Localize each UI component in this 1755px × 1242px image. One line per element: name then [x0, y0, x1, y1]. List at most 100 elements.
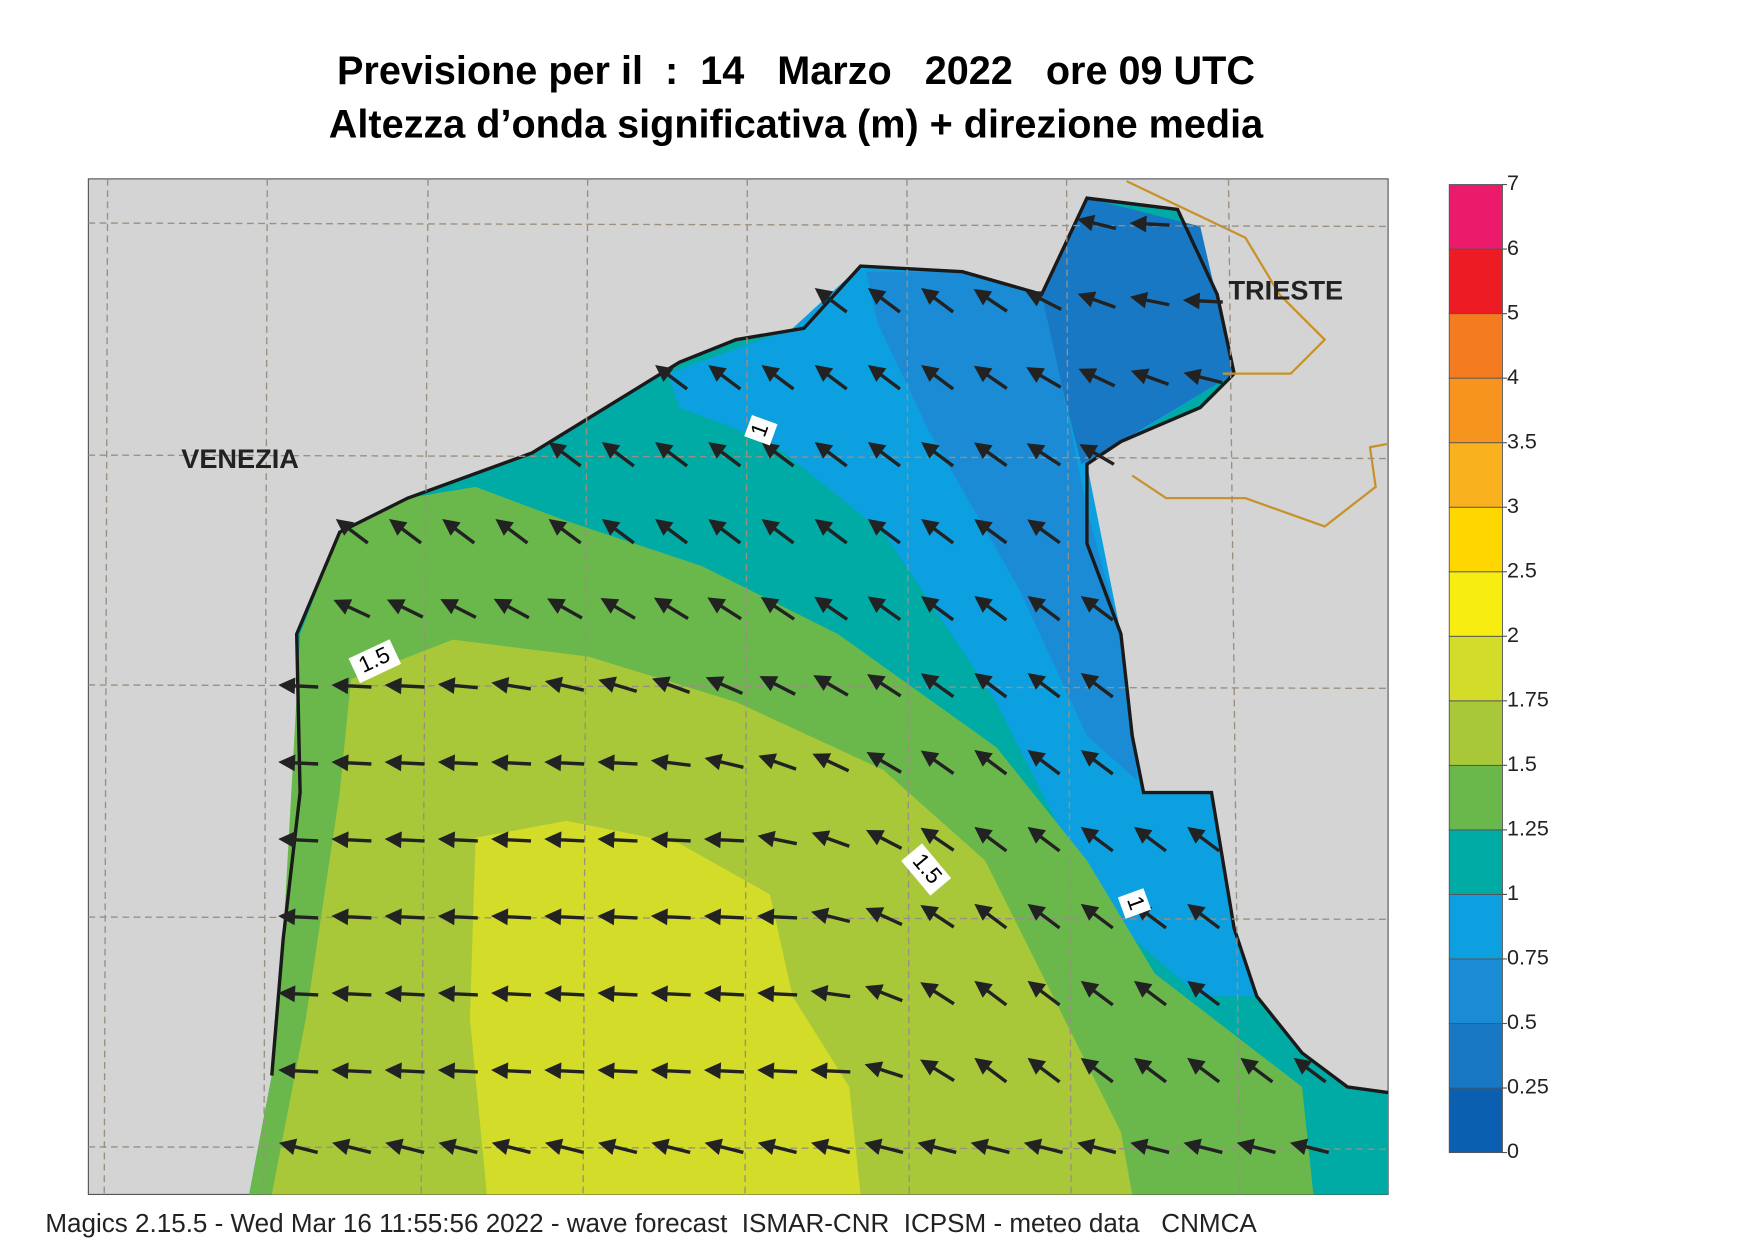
wave-arrow [386, 599, 424, 619]
wave-arrow [597, 908, 638, 926]
wave-arrow [384, 831, 425, 849]
border [1126, 180, 1389, 528]
wave-arrow [1187, 980, 1221, 1007]
wave-arrow [761, 441, 795, 468]
wave-arrow [548, 441, 582, 468]
colorbar-segment [1448, 377, 1503, 444]
wave-arrow [1027, 903, 1061, 930]
colorbar-segment [1448, 571, 1503, 637]
wave-arrow [437, 831, 478, 849]
wave-arrow [651, 1138, 691, 1155]
colorbar-segment [1448, 1023, 1503, 1089]
wave-arrow [600, 597, 636, 620]
wave-arrow [601, 441, 635, 468]
wave-arrow [759, 676, 796, 696]
wave-arrow [1027, 519, 1061, 545]
contour-label-box: 1 [1117, 888, 1152, 919]
wave-arrow [1187, 1057, 1221, 1084]
wave-arrow [1080, 826, 1114, 853]
wave-arrow [1130, 1138, 1170, 1155]
wave-arrow [867, 674, 902, 698]
wave-arrow [491, 1138, 531, 1155]
wave-arrow [650, 908, 691, 926]
wave-arrow [814, 441, 848, 468]
wave-arrow [814, 288, 848, 314]
footer: Magics 2.15.5 - Wed Mar 16 11:55:56 2022… [45, 1208, 1257, 1238]
wave-arrow [1293, 1057, 1327, 1084]
wave-arrow [437, 908, 478, 926]
wave-arrow [761, 518, 795, 545]
wave-arrow [384, 985, 425, 1003]
wave-arrow [1133, 826, 1167, 853]
wave-arrow [1182, 292, 1223, 310]
wave-arrow [278, 754, 319, 772]
colorbar-segment [1448, 313, 1503, 379]
wave-arrow [707, 597, 742, 621]
coastline [270, 196, 1389, 1095]
colorbar-label: 0.75 [1507, 946, 1549, 970]
wave-arrow [974, 595, 1008, 622]
colorbar-segment [1448, 248, 1503, 315]
wave-arrow [437, 754, 478, 772]
colorbar-segment [1448, 829, 1503, 895]
wave-arrow [813, 675, 849, 697]
wave-arrow [814, 596, 849, 621]
wave-arrow [708, 518, 742, 545]
colorbar: 0 0.25 0.5 0.75 1 1.25 1.5 1.75 2 2.5 3 3.5 4 5 6 7 [1448, 171, 1549, 1163]
wave-arrow [333, 599, 371, 619]
wave-arrow [437, 677, 478, 695]
colorbar-segment [1448, 958, 1503, 1024]
wave-arrow [867, 518, 901, 545]
wave-arrow [867, 288, 901, 314]
wave-arrow [1130, 291, 1170, 309]
colorbar-segment [1448, 184, 1503, 250]
wave-arrow [810, 985, 851, 1002]
wave-arrow [653, 597, 689, 621]
colorbar-label: 2 [1507, 623, 1519, 647]
wave-arrow [331, 985, 372, 1003]
wave-arrow [1236, 1138, 1276, 1155]
wave-arrow [491, 985, 532, 1003]
wave-arrow [491, 1062, 532, 1080]
wave-arrow [544, 754, 585, 772]
colorbar-segment [1448, 893, 1503, 960]
wave-arrow [974, 749, 1008, 776]
wave-arrow [601, 518, 635, 545]
wave-arrow [1080, 749, 1114, 776]
wave-arrow [1133, 1057, 1167, 1084]
wave-arrow [974, 1057, 1008, 1084]
wave-arrow [1080, 903, 1114, 930]
colorbar-label: 0.5 [1507, 1010, 1537, 1034]
wave-arrow [920, 982, 955, 1006]
colorbar-label: 2.5 [1507, 558, 1537, 582]
wave-arrow [278, 1062, 319, 1080]
wave-arrow [864, 1138, 904, 1155]
colorbar-label: 3.5 [1507, 429, 1537, 453]
wave-arrow [650, 754, 691, 771]
wave-arrow [278, 677, 319, 695]
wave-arrow [1080, 595, 1114, 622]
wave-arrow [442, 518, 476, 545]
wave-arrow [920, 827, 955, 852]
wave-arrow [331, 1062, 372, 1080]
wave-arrow [491, 754, 532, 772]
wave-arrow [814, 518, 848, 545]
wave-arrow [1078, 368, 1116, 388]
wave-arrow [1027, 595, 1061, 622]
arrows [278, 214, 1330, 1155]
wave-arrow [814, 365, 848, 391]
wave-arrow [650, 831, 691, 849]
wave-arrow [385, 1138, 425, 1155]
wave-arrow [1130, 368, 1170, 386]
colorbar-label: 0.25 [1507, 1075, 1549, 1099]
wave-arrow [920, 750, 955, 775]
wave-arrow [1079, 444, 1115, 466]
wave-arrow [1080, 980, 1114, 1007]
title-line: Previsione per il : 14 Marzo 2022 ore 09… [337, 49, 1255, 93]
wave-zone [866, 271, 1138, 782]
wave-arrow [974, 980, 1008, 1007]
wave-arrow [1027, 672, 1061, 699]
colorbar-label: 1.5 [1507, 752, 1537, 776]
wave-arrow [655, 365, 689, 391]
colorbar-label: 1.25 [1507, 817, 1549, 841]
